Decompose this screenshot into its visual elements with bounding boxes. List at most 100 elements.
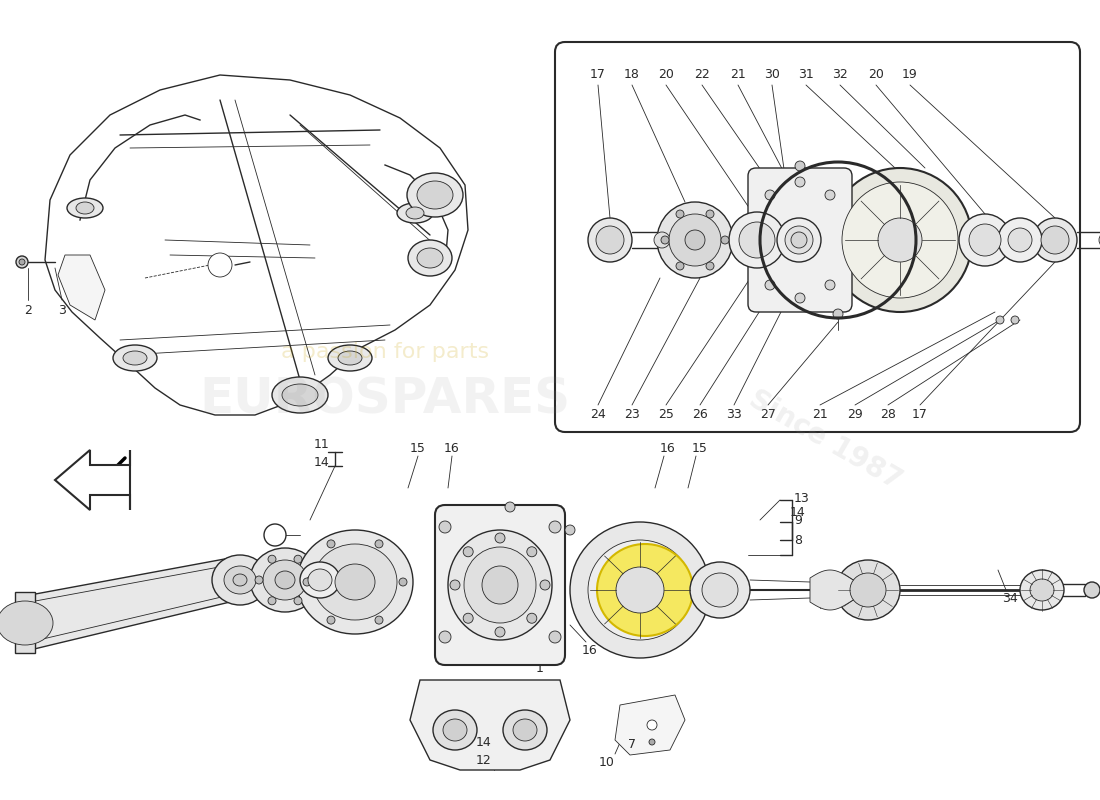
Text: 34: 34 xyxy=(1002,591,1018,605)
FancyBboxPatch shape xyxy=(434,505,565,665)
Text: 14: 14 xyxy=(476,737,492,750)
Ellipse shape xyxy=(76,202,94,214)
Polygon shape xyxy=(15,592,35,653)
Text: 24: 24 xyxy=(590,409,606,422)
Circle shape xyxy=(825,190,835,200)
Circle shape xyxy=(676,210,684,218)
Ellipse shape xyxy=(272,377,328,413)
Circle shape xyxy=(706,262,714,270)
Circle shape xyxy=(255,576,263,584)
Ellipse shape xyxy=(702,573,738,607)
Circle shape xyxy=(764,190,776,200)
Circle shape xyxy=(268,555,276,563)
Ellipse shape xyxy=(406,207,424,219)
Ellipse shape xyxy=(503,710,547,750)
Text: 29: 29 xyxy=(847,409,862,422)
Ellipse shape xyxy=(739,234,751,246)
Ellipse shape xyxy=(959,214,1011,266)
Circle shape xyxy=(996,316,1004,324)
Ellipse shape xyxy=(1020,570,1064,610)
Ellipse shape xyxy=(729,212,785,268)
Circle shape xyxy=(764,280,776,290)
Text: 32: 32 xyxy=(832,69,848,82)
Text: 11: 11 xyxy=(315,438,330,451)
Circle shape xyxy=(439,521,451,533)
Circle shape xyxy=(795,177,805,187)
Circle shape xyxy=(439,631,451,643)
Circle shape xyxy=(327,616,336,624)
Ellipse shape xyxy=(1008,228,1032,252)
Text: 27: 27 xyxy=(760,409,775,422)
Circle shape xyxy=(450,580,460,590)
Text: 10: 10 xyxy=(600,755,615,769)
Text: 12: 12 xyxy=(476,754,492,766)
Circle shape xyxy=(565,525,575,535)
Ellipse shape xyxy=(397,203,433,223)
Text: 14: 14 xyxy=(790,506,806,518)
Circle shape xyxy=(833,309,843,319)
Ellipse shape xyxy=(842,182,958,298)
Text: a passion for parts: a passion for parts xyxy=(280,342,490,362)
Ellipse shape xyxy=(297,530,412,634)
Ellipse shape xyxy=(282,384,318,406)
Circle shape xyxy=(795,161,805,171)
Polygon shape xyxy=(45,75,468,415)
Ellipse shape xyxy=(123,351,147,365)
Circle shape xyxy=(1011,316,1019,324)
Text: 2: 2 xyxy=(24,303,32,317)
Text: 33: 33 xyxy=(726,409,741,422)
Ellipse shape xyxy=(417,181,453,209)
Text: 15: 15 xyxy=(410,442,426,454)
Ellipse shape xyxy=(850,573,886,607)
Circle shape xyxy=(505,502,515,512)
Text: 15: 15 xyxy=(692,442,708,454)
Text: 9: 9 xyxy=(794,514,802,526)
Ellipse shape xyxy=(657,202,733,278)
Ellipse shape xyxy=(408,240,452,276)
Circle shape xyxy=(302,578,311,586)
Circle shape xyxy=(268,597,276,605)
FancyBboxPatch shape xyxy=(748,168,852,312)
Text: 23: 23 xyxy=(624,409,640,422)
Ellipse shape xyxy=(513,719,537,741)
Text: 26: 26 xyxy=(692,409,708,422)
Ellipse shape xyxy=(998,218,1042,262)
Text: A: A xyxy=(272,530,278,540)
Text: 28: 28 xyxy=(880,409,895,422)
Ellipse shape xyxy=(739,222,776,258)
Circle shape xyxy=(647,720,657,730)
Circle shape xyxy=(661,236,669,244)
Ellipse shape xyxy=(448,530,552,640)
Circle shape xyxy=(375,616,383,624)
Ellipse shape xyxy=(433,710,477,750)
Ellipse shape xyxy=(596,226,624,254)
Circle shape xyxy=(825,280,835,290)
Circle shape xyxy=(495,533,505,543)
Ellipse shape xyxy=(328,345,372,371)
Circle shape xyxy=(463,614,473,623)
Ellipse shape xyxy=(588,540,692,640)
Ellipse shape xyxy=(407,173,463,217)
Ellipse shape xyxy=(1033,218,1077,262)
Text: 8: 8 xyxy=(794,534,802,546)
Circle shape xyxy=(208,253,232,277)
Polygon shape xyxy=(55,450,130,510)
Polygon shape xyxy=(410,680,570,770)
Ellipse shape xyxy=(464,547,536,623)
Text: 7: 7 xyxy=(628,738,636,751)
Circle shape xyxy=(307,576,315,584)
Ellipse shape xyxy=(597,544,693,636)
Circle shape xyxy=(676,262,684,270)
Text: 14: 14 xyxy=(315,455,330,469)
Text: 16: 16 xyxy=(444,442,460,454)
Text: 17: 17 xyxy=(912,409,928,422)
Ellipse shape xyxy=(777,218,821,262)
Ellipse shape xyxy=(338,351,362,365)
Text: 18: 18 xyxy=(624,69,640,82)
Text: EUROSPARES: EUROSPARES xyxy=(199,376,571,424)
Ellipse shape xyxy=(113,345,157,371)
Circle shape xyxy=(795,293,805,303)
Text: 1: 1 xyxy=(536,662,543,674)
Circle shape xyxy=(294,555,302,563)
Text: 17: 17 xyxy=(590,69,606,82)
